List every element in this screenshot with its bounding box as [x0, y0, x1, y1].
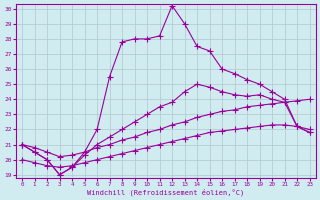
X-axis label: Windchill (Refroidissement éolien,°C): Windchill (Refroidissement éolien,°C) — [87, 188, 244, 196]
